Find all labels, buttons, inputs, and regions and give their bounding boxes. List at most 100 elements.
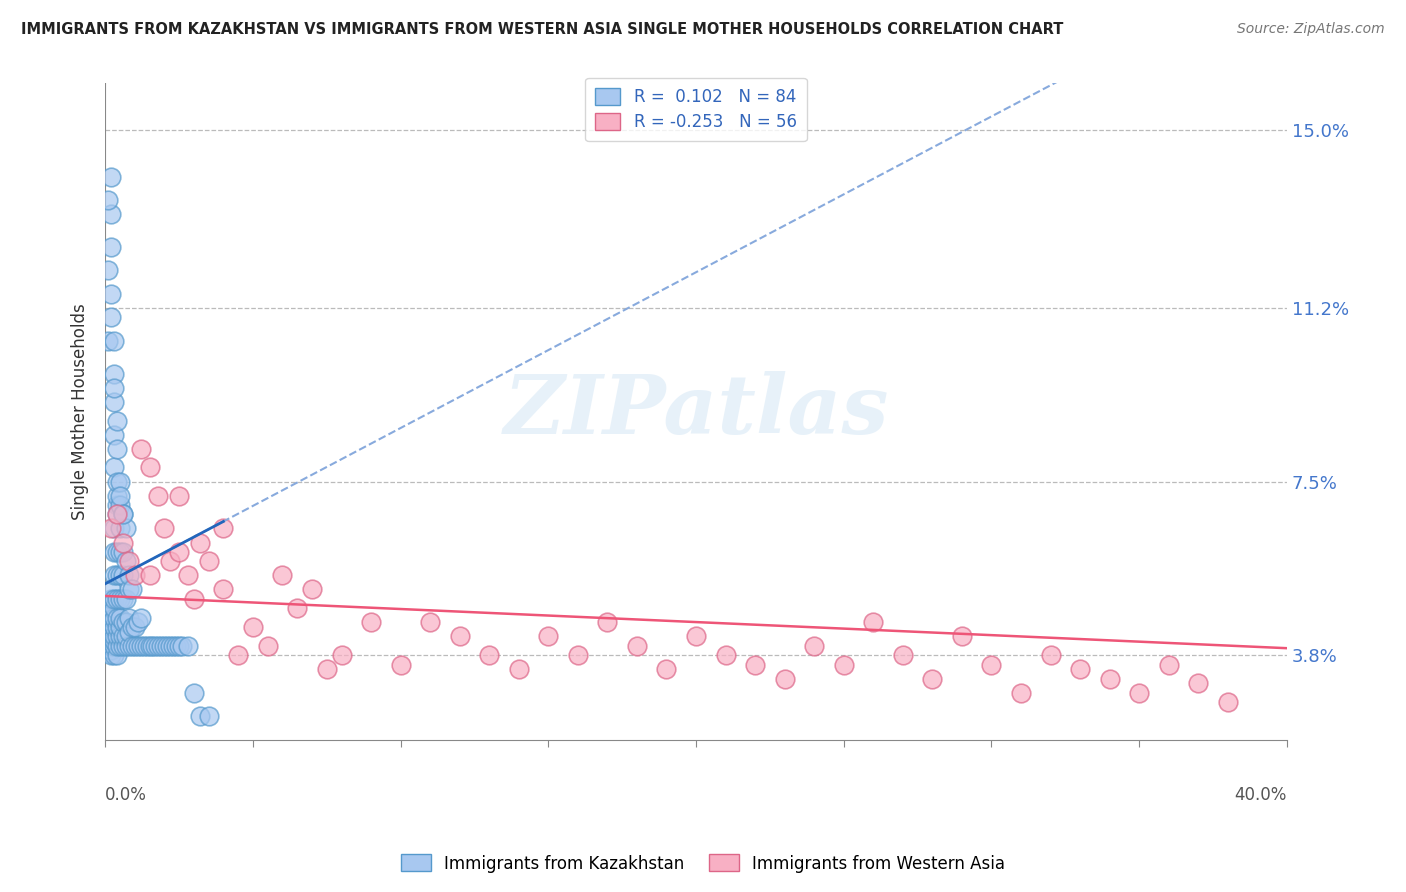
- Point: [108, 620, 131, 634]
- Point: [97, 629, 120, 643]
- Point: [1128, 686, 1150, 700]
- Point: [124, 639, 146, 653]
- Point: [156, 639, 179, 653]
- Point: [100, 310, 122, 325]
- Point: [138, 568, 160, 582]
- Point: [832, 657, 855, 672]
- Point: [108, 489, 131, 503]
- Point: [108, 639, 131, 653]
- Point: [315, 662, 337, 676]
- Point: [100, 648, 122, 662]
- Point: [105, 414, 128, 428]
- Point: [159, 554, 181, 568]
- Point: [100, 240, 122, 254]
- Point: [97, 620, 120, 634]
- Point: [212, 521, 235, 535]
- Point: [100, 521, 122, 535]
- Point: [118, 624, 141, 639]
- Point: [162, 639, 184, 653]
- Point: [105, 591, 128, 606]
- Point: [103, 568, 125, 582]
- Point: [596, 615, 619, 630]
- Point: [285, 601, 308, 615]
- Point: [115, 639, 138, 653]
- Point: [129, 639, 152, 653]
- Point: [103, 629, 125, 643]
- Point: [167, 489, 190, 503]
- Point: [127, 615, 149, 630]
- Point: [108, 568, 131, 582]
- Point: [1187, 676, 1209, 690]
- Point: [508, 662, 530, 676]
- Point: [108, 498, 131, 512]
- Point: [150, 639, 173, 653]
- Point: [567, 648, 589, 662]
- Point: [97, 624, 120, 639]
- Point: [111, 615, 134, 630]
- Point: [197, 709, 219, 723]
- Point: [105, 475, 128, 489]
- Point: [773, 672, 796, 686]
- Point: [685, 629, 707, 643]
- Point: [714, 648, 737, 662]
- Point: [97, 610, 120, 624]
- Point: [183, 591, 205, 606]
- Point: [242, 620, 264, 634]
- Point: [183, 686, 205, 700]
- Point: [108, 629, 131, 643]
- Point: [124, 568, 146, 582]
- Point: [159, 639, 181, 653]
- Point: [103, 639, 125, 653]
- Point: [111, 508, 134, 522]
- Point: [100, 287, 122, 301]
- Point: [129, 610, 152, 624]
- Point: [121, 639, 143, 653]
- Text: ZIPatlas: ZIPatlas: [503, 371, 889, 451]
- Point: [271, 568, 294, 582]
- Point: [105, 610, 128, 624]
- Point: [124, 620, 146, 634]
- Point: [1098, 672, 1121, 686]
- Point: [105, 508, 128, 522]
- Point: [145, 639, 167, 653]
- Point: [103, 521, 125, 535]
- Point: [97, 193, 120, 207]
- Point: [478, 648, 501, 662]
- Point: [105, 568, 128, 582]
- Point: [108, 475, 131, 489]
- Point: [103, 610, 125, 624]
- Point: [103, 620, 125, 634]
- Point: [170, 639, 193, 653]
- Point: [118, 582, 141, 597]
- Point: [97, 615, 120, 630]
- Point: [105, 629, 128, 643]
- Point: [1039, 648, 1062, 662]
- Point: [360, 615, 382, 630]
- Point: [115, 591, 138, 606]
- Point: [138, 639, 160, 653]
- Point: [862, 615, 884, 630]
- Point: [980, 657, 1002, 672]
- Point: [108, 610, 131, 624]
- Point: [111, 568, 134, 582]
- Legend: Immigrants from Kazakhstan, Immigrants from Western Asia: Immigrants from Kazakhstan, Immigrants f…: [394, 847, 1012, 880]
- Point: [111, 545, 134, 559]
- Text: 0.0%: 0.0%: [105, 786, 148, 804]
- Point: [118, 610, 141, 624]
- Point: [108, 591, 131, 606]
- Point: [105, 545, 128, 559]
- Text: IMMIGRANTS FROM KAZAKHSTAN VS IMMIGRANTS FROM WESTERN ASIA SINGLE MOTHER HOUSEHO: IMMIGRANTS FROM KAZAKHSTAN VS IMMIGRANTS…: [21, 22, 1063, 37]
- Point: [167, 639, 190, 653]
- Point: [111, 629, 134, 643]
- Point: [115, 615, 138, 630]
- Point: [419, 615, 441, 630]
- Point: [100, 610, 122, 624]
- Point: [100, 639, 122, 653]
- Point: [803, 639, 825, 653]
- Point: [103, 427, 125, 442]
- Point: [108, 545, 131, 559]
- Point: [165, 639, 187, 653]
- Point: [105, 620, 128, 634]
- Point: [111, 508, 134, 522]
- Point: [153, 639, 176, 653]
